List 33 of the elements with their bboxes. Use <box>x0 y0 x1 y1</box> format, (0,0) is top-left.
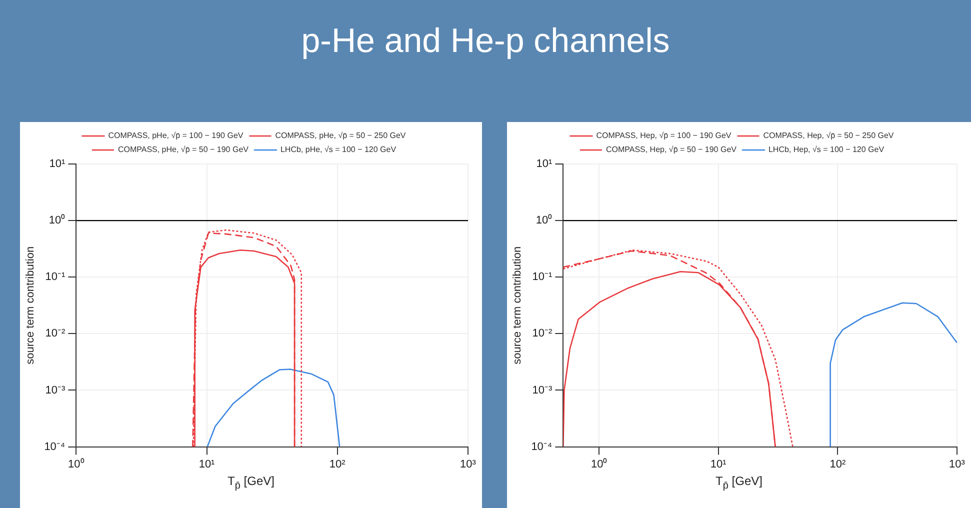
y-tick-label: 10⁻² <box>45 328 66 340</box>
legend-label: LHCb, Hep, √s = 100 − 120 GeV <box>768 145 885 154</box>
y-tick-label: 10⁻³ <box>45 384 66 396</box>
x-axis-title: T$_{p̄}$ [GeV] <box>714 474 764 492</box>
y-tick-label: 10⁻¹ <box>45 271 66 284</box>
x-tick-label: 10⁰ <box>68 457 84 470</box>
legend-label: COMPASS, Hep, √p̄ = 100 − 190 GeV <box>596 131 732 140</box>
x-tick-label: 10³ <box>949 458 966 470</box>
legend-label: COMPASS, pHe, √p̄ = 50 − 190 GeV <box>118 145 250 154</box>
x-tick-label: 10⁰ <box>590 457 608 470</box>
x-tick-label: 10¹ <box>710 458 727 470</box>
legend-label: COMPASS, Hep, √p̄ = 50 − 250 GeV <box>763 131 894 140</box>
y-tick-label: 10⁻¹ <box>532 271 552 284</box>
x-tick-label: 10² <box>329 458 346 470</box>
y-tick-label: 10⁻⁴ <box>531 440 552 453</box>
y-tick-label: 10⁰ <box>536 214 552 227</box>
x-axis-title: T$_{p̄}$ [GeV] <box>226 474 276 492</box>
y-tick-label: 10⁻³ <box>532 384 552 396</box>
y-axis-title: source term contribution <box>512 246 524 364</box>
x-tick-label: 10² <box>830 458 846 470</box>
y-tick-label: 10⁻⁴ <box>44 440 66 453</box>
y-tick-label: 10⁰ <box>48 214 66 227</box>
legend-label: COMPASS, pHe, √p̄ = 50 − 250 GeV <box>275 131 406 140</box>
y-tick-label: 10¹ <box>49 158 66 170</box>
chart-title: p-He and He-p channels <box>300 22 671 61</box>
x-tick-label: 10¹ <box>198 458 216 470</box>
x-tick-label: 10³ <box>460 458 476 470</box>
legend-label: COMPASS, pHe, √p̄ = 100 − 190 GeV <box>108 131 244 140</box>
legend-label: COMPASS, Hep, √p̄ = 50 − 190 GeV <box>606 145 738 154</box>
y-tick-label: 10⁻² <box>532 328 552 340</box>
y-axis-title: source term contribution <box>24 246 37 364</box>
legend-label: LHCb, pHe, √s = 100 − 120 GeV <box>280 145 397 154</box>
y-tick-label: 10¹ <box>536 158 552 170</box>
